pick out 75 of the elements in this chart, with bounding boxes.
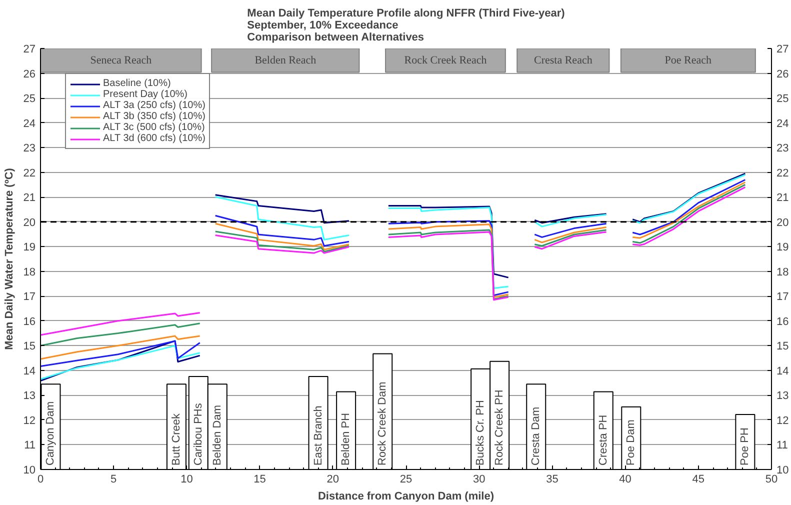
y-tick-label: 10 [23,464,36,476]
y-tick-label: 16 [23,316,36,328]
y2-tick-label: 22 [776,167,789,180]
band-label: Poe PH [739,428,752,466]
y2-tick-label: 18 [776,266,789,278]
y2-tick-label: 12 [776,414,789,427]
y-tick-label: 25 [23,93,36,106]
y2-tick-label: 10 [776,464,789,476]
x-tick-label: 30 [472,474,486,486]
band-label: Cresta PH [597,414,610,466]
y-tick-label: 22 [23,167,36,180]
x-tick-label: 10 [180,474,193,486]
y2-tick-label: 25 [776,93,789,106]
y2-tick-label: 26 [776,68,789,80]
band-label: Rock Creek Dam [376,382,389,466]
y2-tick-label: 24 [776,118,789,130]
y2-tick-label: 16 [776,316,789,328]
y2-tick-label: 15 [776,340,789,353]
band-label: Belden Dam [211,404,224,466]
x-tick-label: 20 [326,474,340,486]
y-tick-label: 27 [23,44,36,56]
chart-title: Mean Daily Temperature Profile along NFFR (Third Five-year) [247,8,566,20]
y2-tick-label: 17 [776,291,789,304]
y-tick-label: 12 [23,414,36,427]
y2-tick-label: 21 [776,192,789,204]
y-tick-label: 23 [23,142,36,155]
band-label: Cresta Reach [534,54,593,66]
band-label: Cresta Dam [530,406,542,466]
band-label: Bucks Cr. PH [474,400,487,466]
x-axis-title: Distance from Canyon Dam (mile) [318,490,494,502]
band-label: Poe Reach [664,54,712,66]
x-tick-label: 25 [400,474,412,486]
y2-tick-label: 13 [776,390,789,402]
y-tick-label: 13 [23,390,36,402]
legend-label: Baseline (10%) [103,78,171,89]
legend-label: ALT 3c (500 cfs) (10%) [103,122,205,133]
y-tick-label: 14 [23,365,36,378]
y2-tick-label: 11 [776,440,788,452]
y-tick-label: 20 [23,216,36,229]
y-tick-label: 15 [23,340,36,353]
band-label: Canyon Dam [44,401,57,466]
x-tick-label: 15 [254,474,266,486]
x-tick-label: 35 [546,474,558,486]
y-tick-label: 26 [23,68,36,80]
band-label: East Branch [312,406,324,466]
y2-tick-label: 19 [776,242,789,254]
band-label: Poe Dam [625,420,638,466]
y2-tick-label: 14 [776,365,789,378]
y-tick-label: 24 [23,118,36,130]
y2-tick-label: 27 [776,44,789,56]
y-tick-label: 18 [23,266,36,278]
x-tick-label: 0 [37,474,44,486]
legend-label: ALT 3b (350 cfs) (10%) [103,111,206,122]
chart-subtitle: September, 10% Exceedance Comparison between Alternatives [247,20,424,44]
band-label: Caribou PHs [192,402,204,466]
band-label: Butt Creek [170,413,182,466]
y2-tick-label: 20 [776,216,789,229]
y2-tick-label: 23 [776,142,789,155]
band-label: Rock Creek PH [494,390,506,466]
x-tick-label: 5 [110,474,117,486]
y-tick-label: 19 [23,242,36,254]
legend-label: ALT 3a (250 cfs) (10%) [103,100,206,111]
legend-label: Present Day (10%) [103,89,188,100]
legend-label: ALT 3d (600 cfs) (10%) [103,133,206,144]
y-tick-label: 11 [24,440,36,452]
band-label: Belden PH [340,412,352,466]
band-label: Belden Reach [254,54,317,66]
y-tick-label: 17 [23,291,36,304]
x-tick-label: 40 [619,474,632,486]
x-tick-label: 45 [692,474,705,486]
y-axis-title: Mean Daily Water Temperature (ºC) [3,168,16,350]
x-tick-label: 50 [765,474,778,486]
band-label: Seneca Reach [90,54,152,66]
band-label: Rock Creek Reach [404,54,488,66]
y-tick-label: 21 [23,192,36,204]
